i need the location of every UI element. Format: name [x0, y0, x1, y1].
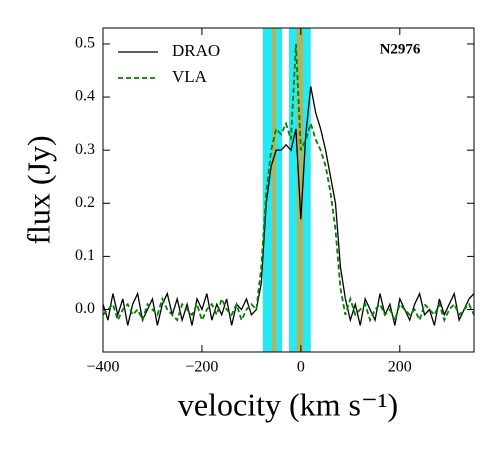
- legend-label: VLA: [172, 67, 208, 86]
- y-axis-label: flux (Jy): [20, 135, 56, 244]
- series-line: [102, 43, 475, 323]
- span: [272, 28, 277, 352]
- y-tick-label: 0.3: [75, 141, 95, 158]
- plot-frame: [102, 27, 475, 353]
- y-tick-label: 0.2: [75, 194, 95, 211]
- x-tick-label: −400: [86, 359, 119, 376]
- y-tick-label: 0.5: [75, 35, 95, 52]
- x-tick-label: 0: [297, 359, 305, 376]
- y-tick-label: 0.0: [75, 300, 95, 317]
- series-line: [102, 86, 475, 326]
- legend-label: DRAO: [172, 41, 220, 60]
- x-axis-label: velocity (km s⁻¹): [178, 386, 398, 422]
- y-tick-label: 0.4: [75, 88, 95, 105]
- y-tick-label: 0.1: [75, 247, 95, 264]
- annotation: N2976: [380, 41, 421, 57]
- x-tick-label: −200: [185, 359, 218, 376]
- x-tick-label: 200: [388, 359, 412, 376]
